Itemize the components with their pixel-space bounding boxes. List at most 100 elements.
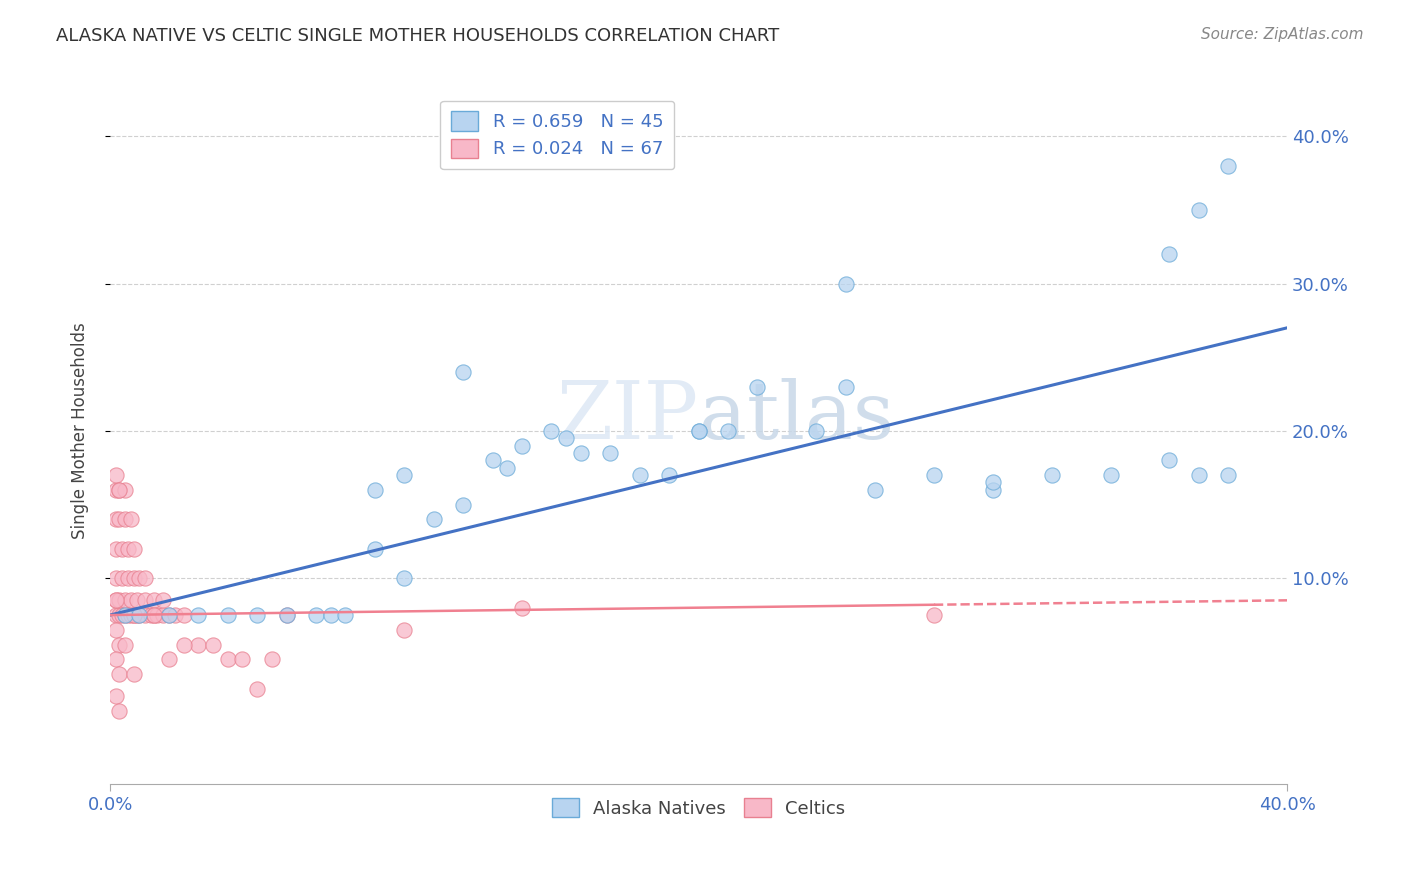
Point — [114, 512, 136, 526]
Point — [217, 608, 239, 623]
Text: Source: ZipAtlas.com: Source: ZipAtlas.com — [1201, 27, 1364, 42]
Point — [122, 571, 145, 585]
Point — [394, 571, 416, 585]
Point — [104, 483, 127, 497]
Point — [108, 704, 131, 718]
Point — [276, 608, 298, 623]
Point — [125, 608, 148, 623]
Point — [152, 593, 174, 607]
Point — [1159, 453, 1181, 467]
Point — [143, 608, 166, 623]
Point — [125, 593, 148, 607]
Point — [628, 468, 651, 483]
Point — [122, 667, 145, 681]
Point — [111, 608, 134, 623]
Point — [319, 608, 342, 623]
Point — [104, 593, 127, 607]
Point — [120, 608, 142, 623]
Point — [510, 439, 533, 453]
Point — [1099, 468, 1122, 483]
Point — [569, 446, 592, 460]
Point — [394, 623, 416, 637]
Point — [122, 608, 145, 623]
Point — [111, 571, 134, 585]
Point — [305, 608, 328, 623]
Point — [510, 600, 533, 615]
Point — [108, 593, 131, 607]
Point — [114, 483, 136, 497]
Point — [108, 512, 131, 526]
Point — [863, 483, 886, 497]
Point — [688, 424, 710, 438]
Point — [157, 608, 180, 623]
Point — [104, 593, 127, 607]
Point — [157, 608, 180, 623]
Point — [104, 468, 127, 483]
Legend: Alaska Natives, Celtics: Alaska Natives, Celtics — [544, 790, 853, 825]
Point — [104, 689, 127, 703]
Point — [423, 512, 446, 526]
Point — [451, 498, 474, 512]
Point — [1159, 247, 1181, 261]
Point — [1040, 468, 1063, 483]
Point — [114, 638, 136, 652]
Point — [134, 593, 156, 607]
Point — [231, 652, 253, 666]
Point — [108, 608, 131, 623]
Point — [540, 424, 562, 438]
Point — [981, 483, 1004, 497]
Point — [114, 593, 136, 607]
Point — [120, 512, 142, 526]
Point — [806, 424, 828, 438]
Point — [717, 424, 740, 438]
Y-axis label: Single Mother Households: Single Mother Households — [72, 323, 89, 540]
Point — [688, 424, 710, 438]
Text: ALASKA NATIVE VS CELTIC SINGLE MOTHER HOUSEHOLDS CORRELATION CHART: ALASKA NATIVE VS CELTIC SINGLE MOTHER HO… — [56, 27, 779, 45]
Point — [260, 652, 283, 666]
Point — [152, 608, 174, 623]
Point — [1218, 159, 1240, 173]
Point — [187, 638, 209, 652]
Point — [114, 608, 136, 623]
Point — [834, 380, 856, 394]
Point — [747, 380, 769, 394]
Point — [451, 365, 474, 379]
Point — [157, 652, 180, 666]
Point — [104, 623, 127, 637]
Point — [108, 483, 131, 497]
Point — [134, 571, 156, 585]
Point — [599, 446, 621, 460]
Point — [335, 608, 357, 623]
Point — [111, 541, 134, 556]
Point — [496, 460, 519, 475]
Point — [108, 667, 131, 681]
Point — [364, 541, 387, 556]
Point — [1218, 468, 1240, 483]
Point — [128, 608, 150, 623]
Point — [173, 608, 195, 623]
Point — [394, 468, 416, 483]
Point — [108, 483, 131, 497]
Point — [104, 512, 127, 526]
Point — [555, 431, 578, 445]
Point — [114, 608, 136, 623]
Point — [187, 608, 209, 623]
Point — [134, 608, 156, 623]
Point — [141, 608, 163, 623]
Point — [922, 468, 945, 483]
Point — [117, 571, 139, 585]
Point — [276, 608, 298, 623]
Point — [246, 608, 269, 623]
Point — [128, 608, 150, 623]
Point — [834, 277, 856, 291]
Point — [658, 468, 681, 483]
Point — [128, 571, 150, 585]
Point — [143, 593, 166, 607]
Text: ZIP: ZIP — [557, 378, 699, 456]
Point — [981, 475, 1004, 490]
Point — [122, 541, 145, 556]
Point — [104, 541, 127, 556]
Point — [481, 453, 503, 467]
Point — [108, 638, 131, 652]
Point — [163, 608, 186, 623]
